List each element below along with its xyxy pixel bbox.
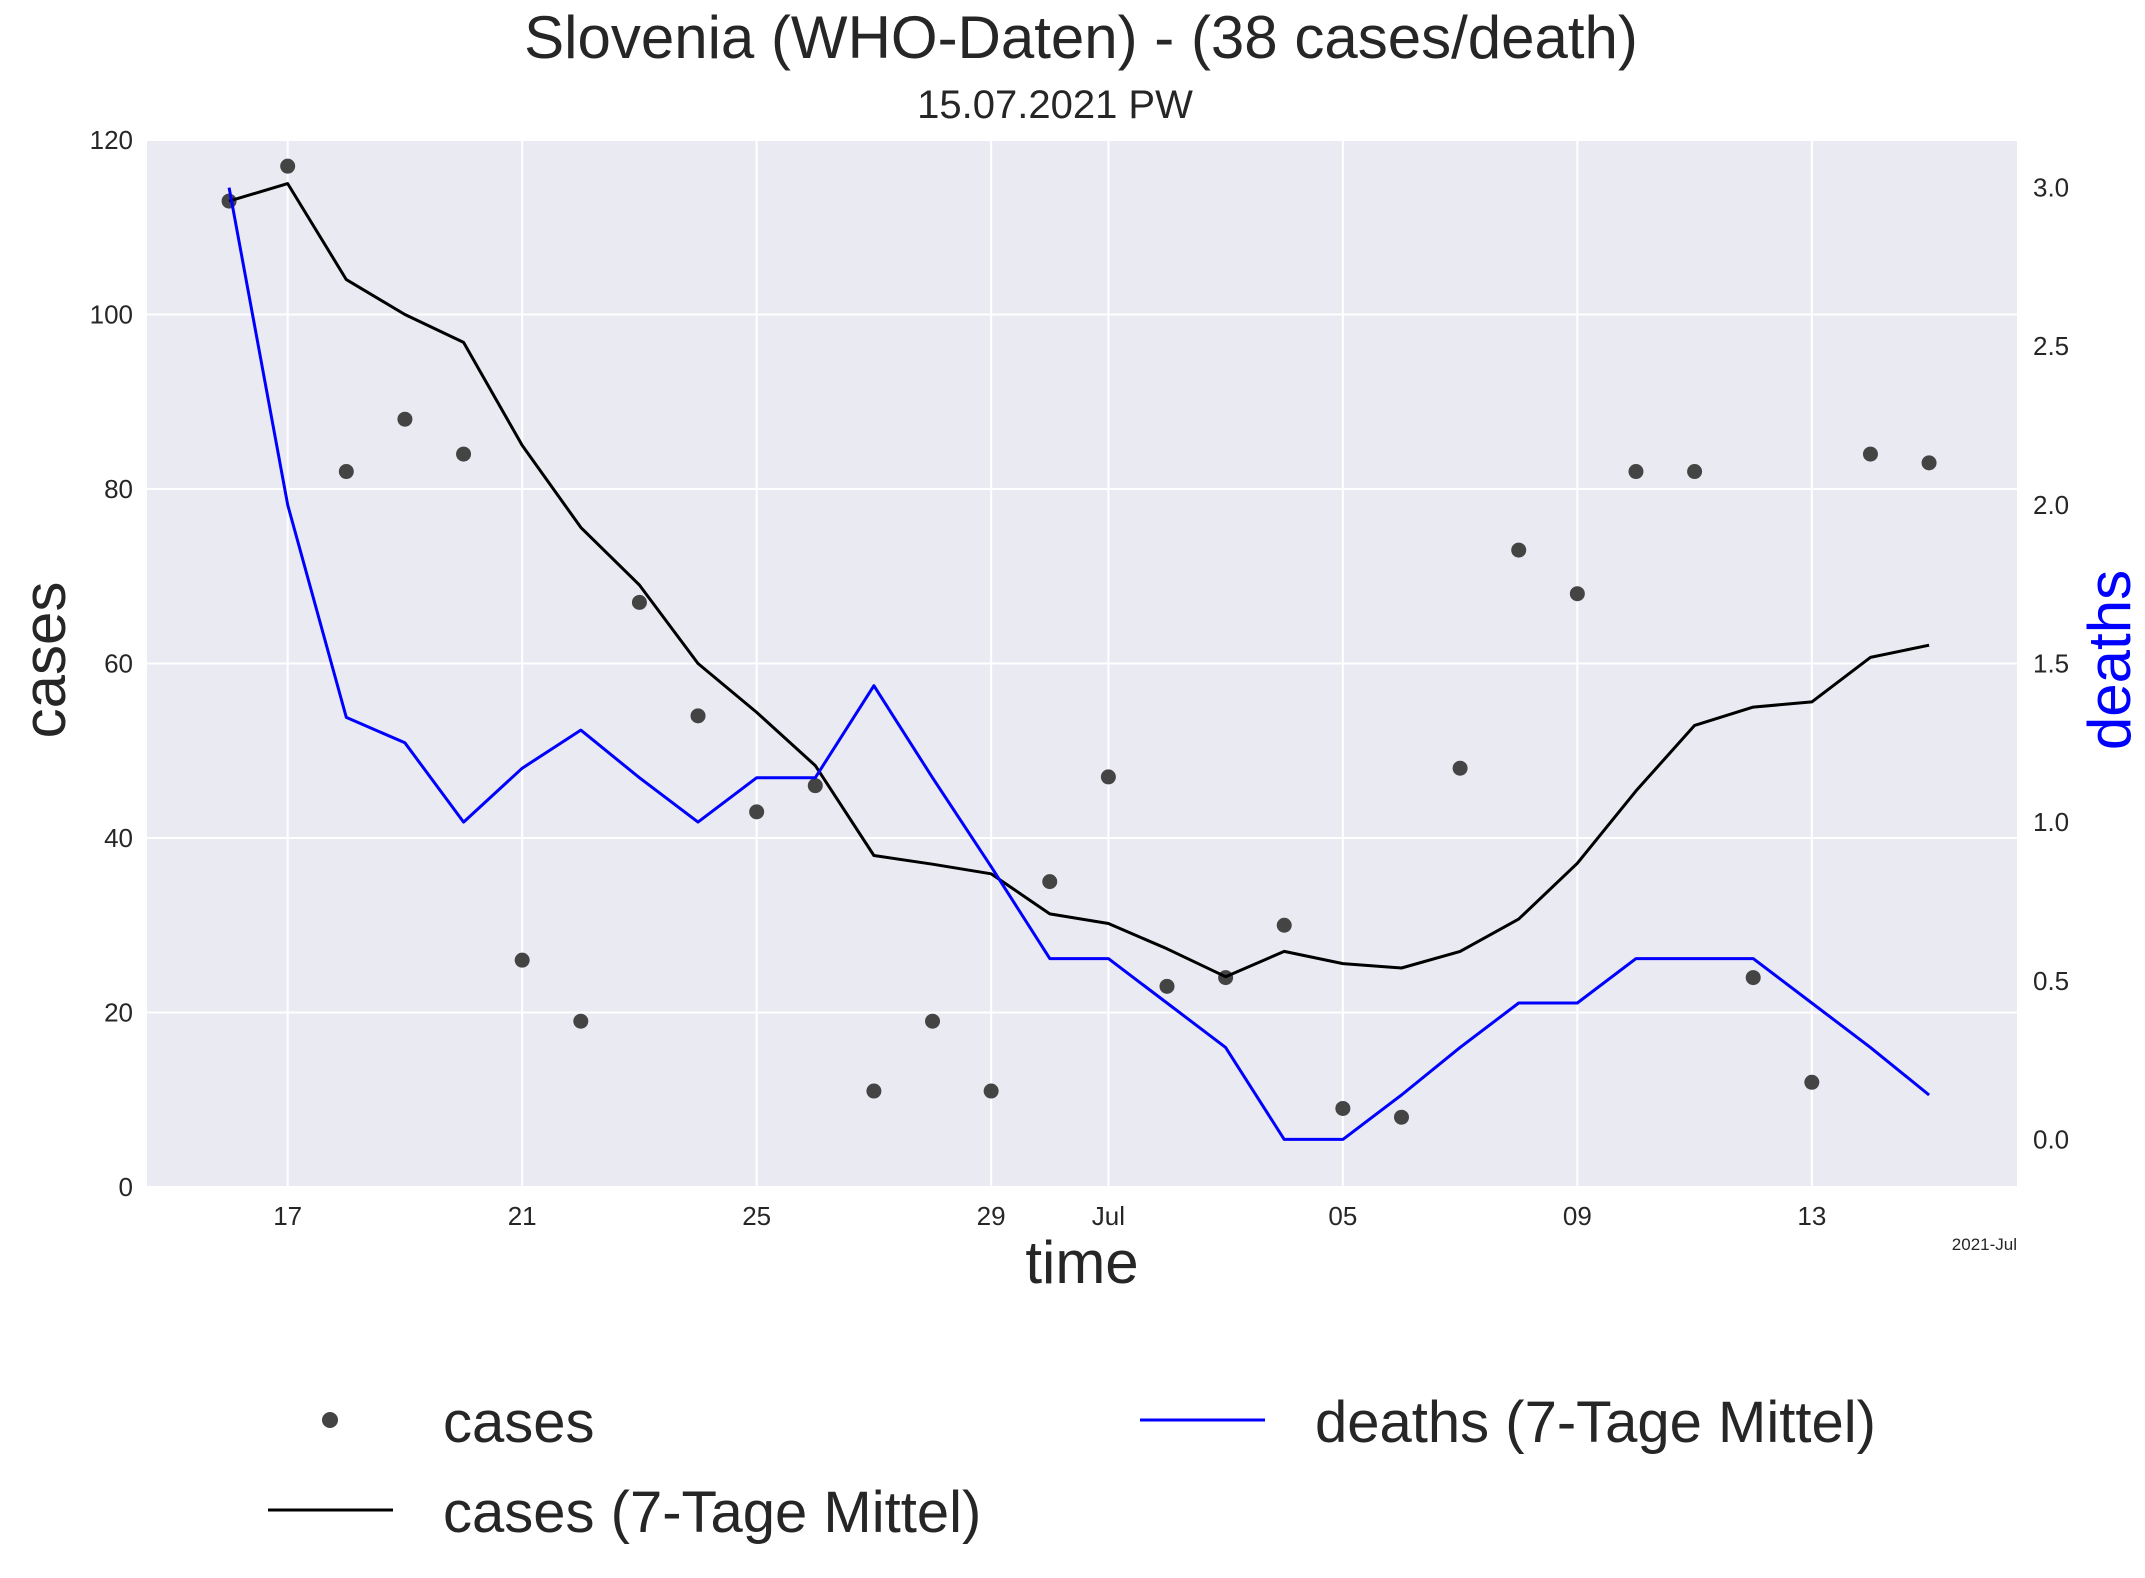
y-right-tick-label: 2.0 [2033, 490, 2069, 520]
chart-title: Slovenia (WHO-Daten) - (38 cases/death) [524, 4, 1638, 71]
y-right-tick-label: 3.0 [2033, 173, 2069, 203]
data-point [1569, 586, 1585, 602]
data-point [1511, 542, 1527, 558]
x-tick-label: 13 [1797, 1201, 1826, 1231]
chart-subtitle: 15.07.2021 PW [917, 83, 1193, 127]
x-tick-label: 09 [1563, 1201, 1592, 1231]
legend-label-cases: cases [443, 1390, 595, 1455]
data-point [807, 778, 823, 794]
y-tick-label: 0 [119, 1172, 133, 1202]
x-tick-label: Jul [1092, 1201, 1125, 1231]
y-right-tick-label: 1.0 [2033, 807, 2069, 837]
y-tick-label: 120 [90, 125, 133, 155]
y-tick-label: 40 [104, 823, 133, 853]
data-point [280, 158, 296, 174]
x-tick-label: 25 [742, 1201, 771, 1231]
legend-label-cases-mean: cases (7-Tage Mittel) [443, 1480, 981, 1545]
legend-label-deaths-mean: deaths (7-Tage Mittel) [1315, 1390, 1876, 1455]
data-point [1335, 1100, 1351, 1116]
y-right-tick-label: 1.5 [2033, 649, 2069, 679]
x-tick-label: 21 [508, 1201, 537, 1231]
data-point [1276, 917, 1292, 933]
y-tick-label: 20 [104, 998, 133, 1028]
y-right-tick-label: 2.5 [2033, 331, 2069, 361]
series-cases-mean-line [228, 182, 1930, 979]
data-point [1687, 464, 1703, 480]
data-point [456, 446, 472, 462]
data-point [866, 1083, 882, 1099]
data-point [1100, 769, 1116, 785]
data-point [1862, 446, 1878, 462]
x-tick-label: 05 [1328, 1201, 1357, 1231]
data-point [1628, 464, 1644, 480]
data-point [631, 594, 647, 610]
y-axis-label: cases [11, 582, 78, 739]
data-point [690, 708, 706, 724]
y-tick-label: 100 [90, 300, 133, 330]
series-deaths-mean-line [227, 187, 1931, 1141]
x-axis-corner-label: 2021-Jul [1952, 1235, 2017, 1254]
legend: cases cases (7-Tage Mittel) deaths (7-Ta… [268, 1390, 1876, 1545]
x-axis-label: time [1025, 1229, 1138, 1296]
data-point [749, 804, 765, 820]
data-point [983, 1083, 999, 1099]
grid [147, 139, 2017, 1188]
data-point [925, 1013, 941, 1029]
data-point [397, 411, 413, 427]
data-point [1804, 1074, 1820, 1090]
data-point [1745, 970, 1761, 986]
series-layer [221, 158, 1937, 1141]
data-point [573, 1013, 589, 1029]
y-tick-label: 60 [104, 649, 133, 679]
ticks-layer: 17 21 25 29 Jul 05 09 13 0 20 40 60 80 100 120 0.0 0.5 1.… [90, 125, 2070, 1231]
data-point [338, 464, 354, 480]
x-tick-label: 17 [273, 1201, 302, 1231]
data-point [1452, 760, 1468, 776]
data-point [514, 952, 530, 968]
y-tick-label: 80 [104, 474, 133, 504]
y-right-tick-label: 0.5 [2033, 966, 2069, 996]
legend-marker-cases [322, 1412, 338, 1428]
y-right-tick-label: 0.0 [2033, 1124, 2069, 1154]
x-tick-label: 29 [977, 1201, 1006, 1231]
data-point [1159, 978, 1175, 994]
data-point [1393, 1109, 1409, 1125]
data-point [1921, 455, 1937, 471]
y-axis-right-label: deaths [2076, 570, 2143, 750]
data-point [1042, 874, 1058, 890]
